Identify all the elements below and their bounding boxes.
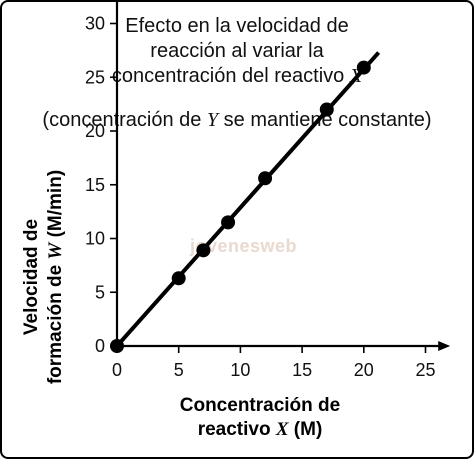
y-tick-label: 5 [95, 282, 105, 302]
title-line-3-text: concentración del reactivo [111, 65, 350, 87]
subtitle-variable-y: Y [206, 109, 219, 131]
y-axis-label-prefix: formación de [45, 259, 66, 385]
trendline-group [115, 51, 381, 348]
chart-subtitle: (concentración de Y se mantiene constant… [0, 108, 474, 132]
y-axis-label: Velocidad de formación de W (M/min) [20, 162, 70, 392]
x-tick-label: 25 [415, 360, 435, 380]
data-points [110, 60, 371, 353]
y-axis-label-line-1: Velocidad de [21, 218, 42, 336]
x-axis-arrowhead [438, 341, 451, 351]
y-tick-label: 10 [85, 229, 105, 249]
chart-title-line-2: reacción al variar la [150, 40, 324, 62]
subtitle-suffix: se mantiene constante) [218, 109, 432, 131]
data-point [356, 60, 371, 75]
data-point [319, 102, 334, 117]
y-tick-label: 25 [85, 67, 105, 87]
x-axis-label: Concentración de reactivo X (M) [140, 394, 380, 442]
x-tick-label: 0 [112, 360, 122, 380]
x-axis-label-line-2: reactivo X (M) [140, 418, 380, 442]
x-tick-label: 20 [354, 360, 374, 380]
x-axis-label-suffix: (M) [288, 419, 323, 440]
subtitle-prefix: (concentración de [42, 109, 207, 131]
data-point [110, 339, 124, 353]
y-tick-label: 30 [85, 14, 105, 34]
axes [115, 0, 451, 351]
x-tick-label: 15 [292, 360, 312, 380]
x-tick-label: 10 [230, 360, 250, 380]
x-axis-label-prefix: reactivo [197, 419, 276, 440]
y-tick-label: 0 [95, 336, 105, 356]
y-axis-label-suffix: (M/min) [45, 169, 66, 243]
y-axis-variable-w: W [45, 242, 66, 260]
y-tick-label: 15 [85, 175, 105, 195]
watermark-logo: jovenesweb [190, 236, 298, 256]
y-tick-label: 20 [85, 121, 105, 141]
trendline [115, 51, 381, 348]
ticks: 0 5 10 15 20 25 0 5 10 15 20 25 30 [85, 14, 436, 381]
x-tick-label: 5 [174, 360, 184, 380]
data-point [258, 171, 273, 186]
x-axis-label-line-1: Concentración de [179, 395, 341, 416]
x-axis-variable-x: X [275, 419, 289, 440]
y-axis-label-line-2: formación de W (M/min) [44, 162, 68, 392]
data-point [171, 271, 186, 286]
chart-title-line-1: Efecto en la velocidad de [125, 15, 349, 37]
data-point [221, 215, 236, 230]
data-point [196, 243, 211, 258]
